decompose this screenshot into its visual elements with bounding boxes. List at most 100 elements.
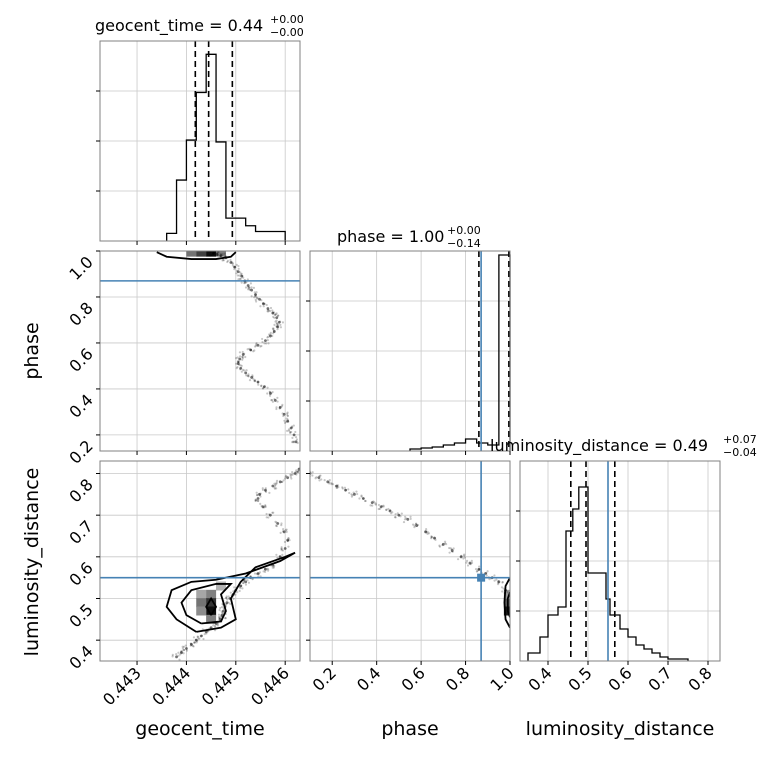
scatter-phase-luminosity-distance-xtick-label: 1.0 — [486, 663, 517, 694]
scatter-phase-luminosity-distance-point — [348, 491, 351, 495]
scatter-phase-luminosity-distance-point — [413, 524, 416, 527]
scatter-geocent-time-phase-point — [247, 373, 250, 376]
scatter-geocent-time-phase-point — [267, 310, 270, 313]
scatter-geocent-time-phase-point — [287, 420, 290, 423]
scatter-geocent-time-phase-point — [263, 342, 266, 345]
scatter-geocent-time-phase-point — [236, 270, 240, 274]
scatter-geocent-time-phase-point — [261, 387, 265, 390]
scatter-geocent-time-phase-point — [262, 386, 265, 390]
scatter-geocent-time-phase-point — [248, 347, 251, 350]
scatter-geocent-time-phase-point — [268, 394, 272, 397]
scatter-geocent-time-luminosity-distance-density-cell — [196, 606, 207, 616]
scatter-phase-luminosity-distance-point — [399, 515, 402, 518]
scatter-geocent-time-phase-point — [229, 261, 233, 264]
scatter-phase-luminosity-distance-point — [462, 557, 465, 560]
scatter-geocent-time-luminosity-distance-point — [234, 593, 237, 596]
scatter-phase-luminosity-distance-point — [469, 563, 472, 566]
scatter-geocent-time-luminosity-distance-point — [254, 498, 257, 501]
scatter-phase-luminosity-distance-point — [341, 487, 344, 490]
scatter-phase-luminosity-distance-point — [337, 485, 340, 489]
scatter-geocent-time-luminosity-distance-xtick-label: 0.444 — [148, 663, 194, 709]
scatter-geocent-time-phase-point — [241, 355, 244, 358]
scatter-geocent-time-phase-point — [242, 352, 246, 355]
scatter-phase-luminosity-distance-contour — [503, 577, 510, 629]
scatter-geocent-time-phase-point — [212, 251, 215, 255]
scatter-geocent-time-phase-point — [235, 357, 238, 360]
scatter-geocent-time-phase-point — [240, 272, 243, 275]
scatter-geocent-time-luminosity-distance-point — [251, 578, 254, 581]
scatter-geocent-time-luminosity-distance-point — [296, 470, 300, 473]
scatter-geocent-time-phase-point — [235, 367, 238, 370]
scatter-geocent-time-luminosity-distance-point — [217, 615, 221, 619]
scatter-geocent-time-phase-point — [286, 429, 289, 432]
scatter-geocent-time-phase-point — [266, 392, 269, 395]
scatter-phase-luminosity-distance-point — [404, 515, 407, 518]
scatter-phase-luminosity-distance-point — [311, 471, 314, 474]
scatter-phase-luminosity-distance-point — [409, 515, 412, 518]
scatter-geocent-time-luminosity-distance-point — [224, 617, 227, 620]
hist-luminosity-distance-xtick-label: 0.6 — [604, 663, 635, 694]
scatter-geocent-time-phase-point — [263, 385, 266, 388]
scatter-geocent-time-luminosity-distance-point — [219, 616, 222, 619]
scatter-geocent-time-phase-point — [290, 425, 294, 428]
scatter-geocent-time-luminosity-distance-point — [264, 504, 267, 508]
scatter-geocent-time-phase-point — [240, 370, 243, 373]
scatter-geocent-time-luminosity-distance-density-cell — [206, 589, 217, 599]
scatter-geocent-time-phase-point — [236, 362, 240, 366]
scatter-geocent-time-phase-point — [272, 328, 275, 331]
scatter-geocent-time-phase-point — [235, 272, 238, 275]
scatter-geocent-time-phase-point — [276, 396, 279, 399]
scatter-phase-luminosity-distance-point — [470, 561, 474, 564]
scatter-geocent-time-luminosity-distance-point — [182, 652, 185, 655]
scatter-phase-luminosity-distance-point — [433, 537, 437, 540]
scatter-phase-luminosity-distance-point — [430, 535, 433, 538]
scatter-geocent-time-phase-point — [216, 253, 219, 256]
scatter-geocent-time-luminosity-distance-xtick-label: 0.446 — [247, 663, 293, 709]
scatter-geocent-time-phase-point — [276, 327, 279, 331]
title-geocent-time: geocent_time = 0.44 — [95, 16, 263, 36]
scatter-geocent-time-luminosity-distance-point — [264, 489, 267, 492]
scatter-geocent-time-luminosity-distance-point — [264, 487, 267, 490]
scatter-geocent-time-phase-point — [215, 251, 219, 254]
scatter-geocent-time-luminosity-distance-point — [184, 644, 187, 647]
scatter-phase-luminosity-distance-point — [463, 556, 466, 559]
scatter-phase-luminosity-distance-point — [328, 478, 331, 482]
scatter-geocent-time-luminosity-distance-point — [215, 623, 219, 626]
scatter-phase-luminosity-distance-point — [434, 538, 437, 541]
scatter-phase-luminosity-distance-point — [318, 479, 321, 482]
scatter-geocent-time-phase-point — [271, 399, 274, 402]
scatter-geocent-time-luminosity-distance-contour — [165, 551, 296, 633]
scatter-geocent-time-luminosity-distance-xtick-label: 0.445 — [198, 663, 244, 709]
scatter-geocent-time-phase-point — [268, 390, 272, 394]
scatter-geocent-time-luminosity-distance-point — [275, 481, 278, 484]
scatter-geocent-time-luminosity-distance-point — [217, 613, 221, 616]
scatter-phase-luminosity-distance-point — [495, 578, 498, 581]
scatter-geocent-time-phase-point — [282, 412, 286, 416]
scatter-geocent-time-luminosity-distance-point — [281, 553, 284, 556]
scatter-geocent-time-luminosity-distance-point — [263, 567, 266, 571]
scatter-geocent-time-luminosity-distance-point — [280, 549, 283, 552]
scatter-geocent-time-luminosity-distance-point — [261, 488, 265, 491]
scatter-phase-luminosity-distance-point — [360, 495, 363, 498]
title-phase: phase = 1.00 — [337, 227, 444, 246]
scatter-geocent-time-luminosity-distance-point — [256, 494, 259, 497]
scatter-phase-luminosity-distance-point — [450, 548, 453, 551]
scatter-geocent-time-luminosity-distance-point — [286, 539, 290, 542]
scatter-geocent-time-luminosity-distance-point — [276, 556, 279, 559]
scatter-geocent-time-phase-point — [275, 325, 279, 329]
scatter-geocent-time-phase-point — [256, 380, 260, 384]
scatter-geocent-time-luminosity-distance-point — [282, 528, 285, 531]
scatter-geocent-time-luminosity-distance-point — [225, 596, 228, 599]
scatter-geocent-time-luminosity-distance-point — [189, 644, 192, 647]
scatter-phase-luminosity-distance-point — [438, 544, 441, 547]
scatter-geocent-time-phase-point — [244, 281, 247, 284]
scatter-phase-luminosity-distance-point — [474, 567, 478, 571]
scatter-geocent-time-phase-point — [272, 330, 276, 333]
scatter-phase-luminosity-distance-point — [486, 570, 489, 573]
scatter-geocent-time-phase-point — [276, 314, 280, 317]
scatter-geocent-time-phase-point — [239, 368, 242, 371]
scatter-geocent-time-phase-point — [274, 320, 277, 323]
scatter-phase-luminosity-distance-point — [476, 569, 479, 573]
scatter-geocent-time-luminosity-distance-point — [266, 569, 270, 572]
